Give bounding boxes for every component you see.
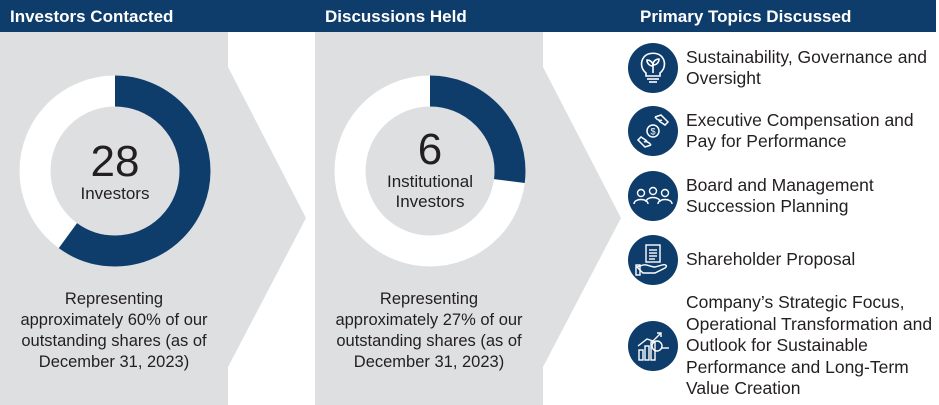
topic-label: Company’s Strategic Focus, Operational T… bbox=[686, 292, 933, 398]
svg-text:$: $ bbox=[650, 127, 655, 137]
topic-item: Board and Management Succession Planning bbox=[628, 171, 939, 221]
topic-item: $ Executive Compensation and Pay for Per… bbox=[628, 106, 939, 156]
caption-line: approximately 27% of our bbox=[335, 311, 523, 329]
people-group-icon bbox=[628, 171, 678, 221]
header-investors-contacted: Investors Contacted bbox=[10, 7, 174, 26]
caption-line: Representing bbox=[379, 290, 479, 308]
caption-line: December 31, 2023) bbox=[38, 353, 190, 371]
header-discussions-held: Discussions Held bbox=[325, 7, 467, 26]
investors-contacted-label: Investors bbox=[80, 184, 150, 203]
caption-line: outstanding shares (as of bbox=[21, 332, 207, 350]
panel-discussions-held bbox=[315, 32, 621, 405]
caption-line: approximately 60% of our bbox=[20, 311, 208, 329]
donut-arc-value bbox=[334, 75, 526, 267]
caption-line: outstanding shares (as of bbox=[336, 332, 522, 350]
topic-item: Shareholder Proposal bbox=[628, 235, 939, 285]
topic-label: Board and Management Succession Planning bbox=[686, 174, 874, 217]
discussions-held-count: 6 bbox=[417, 125, 443, 174]
donut-center-discussions-held: 6 Institutional Investors bbox=[355, 128, 505, 212]
discussions-held-label-line2: Investors bbox=[395, 192, 465, 211]
header-bar: Investors Contacted Discussions Held Pri… bbox=[0, 0, 936, 32]
topic-item: Sustainability, Governance and Oversight bbox=[628, 43, 939, 93]
panel-investors-contacted bbox=[0, 32, 306, 405]
header-primary-topics: Primary Topics Discussed bbox=[640, 7, 852, 26]
caption-investors-contacted: Representing approximately 60% of our ou… bbox=[0, 289, 228, 373]
donut-chart-investors-contacted bbox=[19, 75, 211, 267]
donut-chart-discussions-held bbox=[334, 75, 526, 267]
caption-discussions-held: Representing approximately 27% of our ou… bbox=[315, 289, 543, 373]
caption-line: December 31, 2023) bbox=[353, 353, 505, 371]
topic-label: Executive Compensation and Pay for Perfo… bbox=[686, 109, 914, 152]
investors-contacted-count: 28 bbox=[90, 137, 140, 186]
hand-document-icon bbox=[628, 235, 678, 285]
lightbulb-plant-icon bbox=[628, 43, 678, 93]
donut-arc-value bbox=[19, 75, 211, 267]
topic-item: Company’s Strategic Focus, Operational T… bbox=[628, 292, 939, 400]
hands-money-exchange-icon: $ bbox=[628, 106, 678, 156]
donut-center-investors-contacted: 28 Investors bbox=[40, 140, 190, 204]
discussions-held-label-line1: Institutional bbox=[387, 172, 473, 191]
chart-growth-magnifier-icon bbox=[628, 320, 678, 371]
topic-label: Shareholder Proposal bbox=[686, 249, 856, 270]
caption-line: Representing bbox=[64, 290, 164, 308]
topic-label: Sustainability, Governance and Oversight bbox=[686, 46, 927, 89]
